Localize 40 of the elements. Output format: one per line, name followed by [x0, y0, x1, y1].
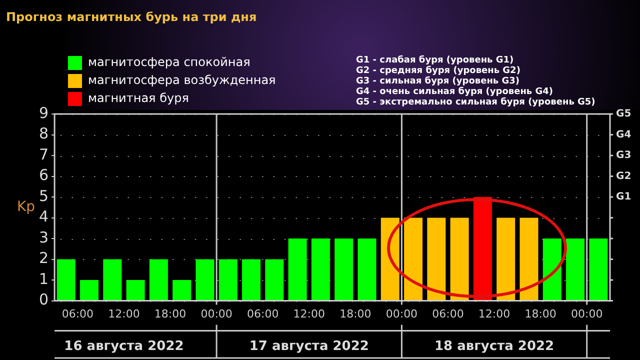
x-tick-label: 12:00	[478, 307, 510, 320]
legend-label: магнитосфера возбужденная	[88, 73, 276, 88]
y-tick-label: 5	[38, 186, 49, 205]
y-tick-label: 8	[38, 124, 49, 143]
text: G3	[616, 150, 632, 162]
text: G5	[616, 108, 632, 120]
text: G4 - очень сильная буря (уровень G4)	[356, 86, 554, 97]
text: G1 - слабая буря (уровень G1)	[356, 54, 514, 66]
legend-label: магнитная буря	[88, 91, 189, 106]
x-tick-label: 18:00	[524, 307, 556, 320]
x-tick-label: 18:00	[154, 307, 186, 320]
x-tick-label: 00:00	[200, 307, 232, 320]
x-tick-label: 00:00	[571, 307, 603, 320]
y-tick-label: 9	[38, 104, 49, 122]
y-tick-label: 0	[38, 290, 49, 309]
y-tick-label: 1	[38, 270, 49, 288]
x-tick-label: 18:00	[340, 307, 372, 320]
chart-title: Прогноз магнитных бурь на три дня	[6, 10, 257, 24]
y-tick-label: 4	[38, 208, 49, 226]
legend-label: магнитосфера спокойная	[88, 55, 250, 70]
x-tick-label: 06:00	[246, 307, 279, 320]
text: 17 августа 2022	[249, 339, 369, 354]
text: G1	[616, 192, 632, 203]
text: 16 августа 2022	[64, 339, 184, 354]
y-tick-label: 7	[38, 145, 49, 164]
text: 18 августа 2022	[434, 339, 554, 354]
y-axis-title: Kp	[16, 199, 36, 216]
text: G5 - экстремально сильная буря (уровень G5)	[356, 96, 596, 108]
x-tick-label: 12:00	[293, 307, 325, 320]
text: G3 - сильная буря (уровень G3)	[356, 75, 520, 86]
text: G4	[616, 129, 632, 140]
x-tick-label: 06:00	[432, 307, 464, 320]
y-tick-label: 6	[38, 166, 49, 184]
x-tick-label: 12:00	[108, 307, 140, 320]
x-tick-label: 00:00	[386, 307, 418, 320]
y-tick-label: 3	[38, 228, 49, 246]
y-tick-label: 2	[38, 249, 49, 268]
text: G2 - средняя буря (уровень G2)	[356, 64, 520, 76]
text: G2	[616, 170, 632, 182]
x-tick-label: 06:00	[62, 307, 94, 320]
